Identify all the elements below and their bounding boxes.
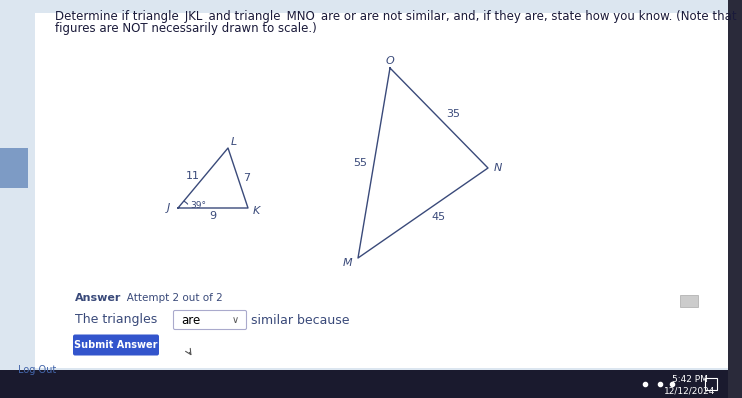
Bar bbox=[705, 378, 717, 390]
Text: figures are NOT necessarily drawn to scale.): figures are NOT necessarily drawn to sca… bbox=[55, 22, 317, 35]
Text: 55: 55 bbox=[353, 158, 367, 168]
Text: 35: 35 bbox=[446, 109, 460, 119]
Text: M: M bbox=[344, 258, 352, 268]
FancyBboxPatch shape bbox=[174, 310, 246, 330]
Text: 9: 9 bbox=[209, 211, 217, 221]
Text: 7: 7 bbox=[243, 173, 251, 183]
Text: are: are bbox=[181, 314, 200, 326]
Text: 11: 11 bbox=[186, 171, 200, 181]
Text: Submit Answer: Submit Answer bbox=[74, 340, 158, 350]
Text: J: J bbox=[166, 203, 170, 213]
Bar bbox=[0, 148, 28, 188]
Bar bbox=[728, 0, 742, 398]
Text: 5:42 PM
12/12/2024: 5:42 PM 12/12/2024 bbox=[664, 375, 716, 395]
Text: L: L bbox=[231, 137, 237, 147]
Bar bbox=[35, 13, 730, 368]
Bar bbox=[0, 370, 728, 398]
Text: Attempt 2 out of 2: Attempt 2 out of 2 bbox=[117, 293, 223, 303]
Text: 45: 45 bbox=[432, 212, 446, 222]
Bar bbox=[680, 295, 698, 307]
Text: Determine if triangle  JKL  and triangle  MNO  are or are not similar, and, if t: Determine if triangle JKL and triangle M… bbox=[55, 10, 737, 23]
Text: O: O bbox=[386, 56, 395, 66]
Text: K: K bbox=[252, 206, 260, 216]
Text: The triangles: The triangles bbox=[75, 314, 157, 326]
Text: ∨: ∨ bbox=[232, 315, 239, 325]
FancyBboxPatch shape bbox=[73, 334, 159, 355]
Text: Answer: Answer bbox=[75, 293, 122, 303]
Text: similar because: similar because bbox=[251, 314, 349, 326]
Text: Log Out: Log Out bbox=[18, 365, 56, 375]
Text: 39°: 39° bbox=[190, 201, 206, 209]
Text: N: N bbox=[494, 163, 502, 173]
